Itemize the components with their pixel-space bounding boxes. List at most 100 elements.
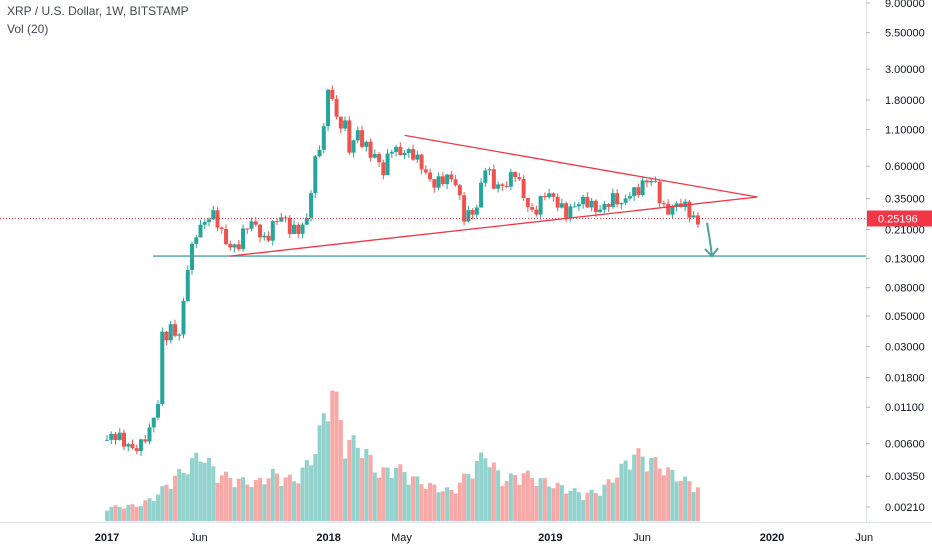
candle-body: [479, 182, 484, 208]
candle-body: [411, 149, 416, 160]
volume-bar: [266, 478, 271, 521]
candle-body: [695, 215, 700, 225]
volume-bar: [504, 481, 509, 521]
candle-body: [347, 120, 352, 153]
candle-body: [513, 172, 518, 178]
y-tick-label: 9.00000: [885, 0, 925, 10]
volume-bar: [151, 500, 156, 521]
candle-body: [109, 433, 114, 440]
candle-body: [185, 269, 190, 301]
volume-bar: [389, 477, 394, 521]
volume-bar: [360, 458, 365, 521]
candle-body: [640, 180, 645, 195]
x-tick-label: May: [391, 532, 412, 544]
volume-bar: [117, 506, 122, 521]
volume-bar: [190, 458, 195, 521]
volume-bar: [653, 457, 658, 521]
volume-bar: [564, 493, 569, 521]
volume-bar: [262, 484, 267, 521]
y-tick-label: 0.00210: [885, 502, 925, 514]
volume-bar: [449, 490, 454, 521]
candle-body: [428, 172, 433, 180]
volume-bar: [547, 486, 552, 521]
candle-body: [236, 244, 241, 250]
candle-body: [606, 203, 611, 207]
candle-body: [173, 324, 178, 336]
candle-body: [445, 174, 450, 185]
x-tick-label: Jun: [190, 532, 208, 544]
candle-body: [143, 439, 148, 442]
candle-body: [338, 116, 343, 129]
candle-body: [419, 154, 424, 170]
volume-bar: [432, 484, 437, 521]
candle-body: [423, 169, 428, 173]
candle-body: [368, 141, 373, 158]
candle-body: [351, 140, 356, 153]
volume-bar: [156, 494, 161, 521]
volume-bar: [636, 448, 641, 521]
volume-bar: [113, 505, 118, 521]
volume-bar: [589, 489, 594, 521]
candle-body: [202, 221, 207, 225]
volume-bar: [364, 449, 369, 521]
candle-body: [317, 149, 322, 157]
candle-body: [232, 244, 237, 248]
candle-body: [440, 176, 445, 185]
candle-body: [190, 243, 195, 270]
lower-trendline: [230, 196, 758, 257]
projection-arrow: [706, 222, 713, 257]
volume-bar: [657, 468, 662, 521]
volume-bar: [160, 486, 165, 521]
candle-body: [525, 198, 530, 208]
candle-body: [245, 228, 250, 230]
candle-body: [462, 195, 467, 222]
volume-bar: [253, 480, 258, 521]
candle-body: [309, 193, 314, 218]
candle-body: [436, 176, 441, 188]
volume-bar: [338, 419, 343, 521]
y-tick-label: 0.01100: [885, 402, 924, 414]
last-price-badge: [867, 210, 932, 227]
volume-bar: [661, 475, 666, 521]
volume-bar: [440, 491, 445, 521]
volume-bar: [249, 487, 254, 521]
volume-bar: [300, 467, 305, 521]
volume-bar: [143, 500, 148, 521]
y-tick-label: 0.13000: [885, 253, 925, 265]
candle-body: [326, 89, 331, 127]
volume-bar: [666, 467, 671, 521]
volume-bar: [164, 484, 169, 521]
volume-indicator-label[interactable]: Vol (20): [7, 22, 49, 36]
volume-bar: [177, 468, 182, 521]
volume-bar: [283, 477, 288, 521]
volume-bar: [317, 425, 322, 521]
candle-body: [360, 130, 365, 147]
volume-bar: [508, 473, 513, 521]
candle-body: [300, 224, 305, 234]
volume-bar: [236, 478, 241, 521]
volume-bar: [330, 390, 335, 521]
candle-body: [372, 153, 377, 158]
candle-body: [542, 196, 547, 198]
candle-body: [483, 170, 488, 183]
candle-body: [683, 201, 688, 208]
candle-body: [364, 141, 369, 147]
candle-body: [279, 217, 284, 222]
volume-bar: [619, 463, 624, 521]
candle-body: [581, 196, 586, 205]
candle-body: [249, 221, 254, 229]
volume-bar: [198, 461, 203, 521]
candle-body: [521, 179, 526, 199]
candle-body: [534, 209, 539, 215]
volume-bar: [568, 490, 573, 521]
volume-bar: [644, 471, 649, 521]
volume-bar: [134, 506, 139, 521]
candle-body: [181, 300, 186, 335]
candle-body: [538, 196, 543, 215]
candle-body: [402, 152, 407, 156]
volume-bar: [470, 478, 475, 521]
candle-body: [555, 196, 560, 208]
candle-body: [508, 172, 513, 187]
candle-body: [619, 202, 624, 205]
